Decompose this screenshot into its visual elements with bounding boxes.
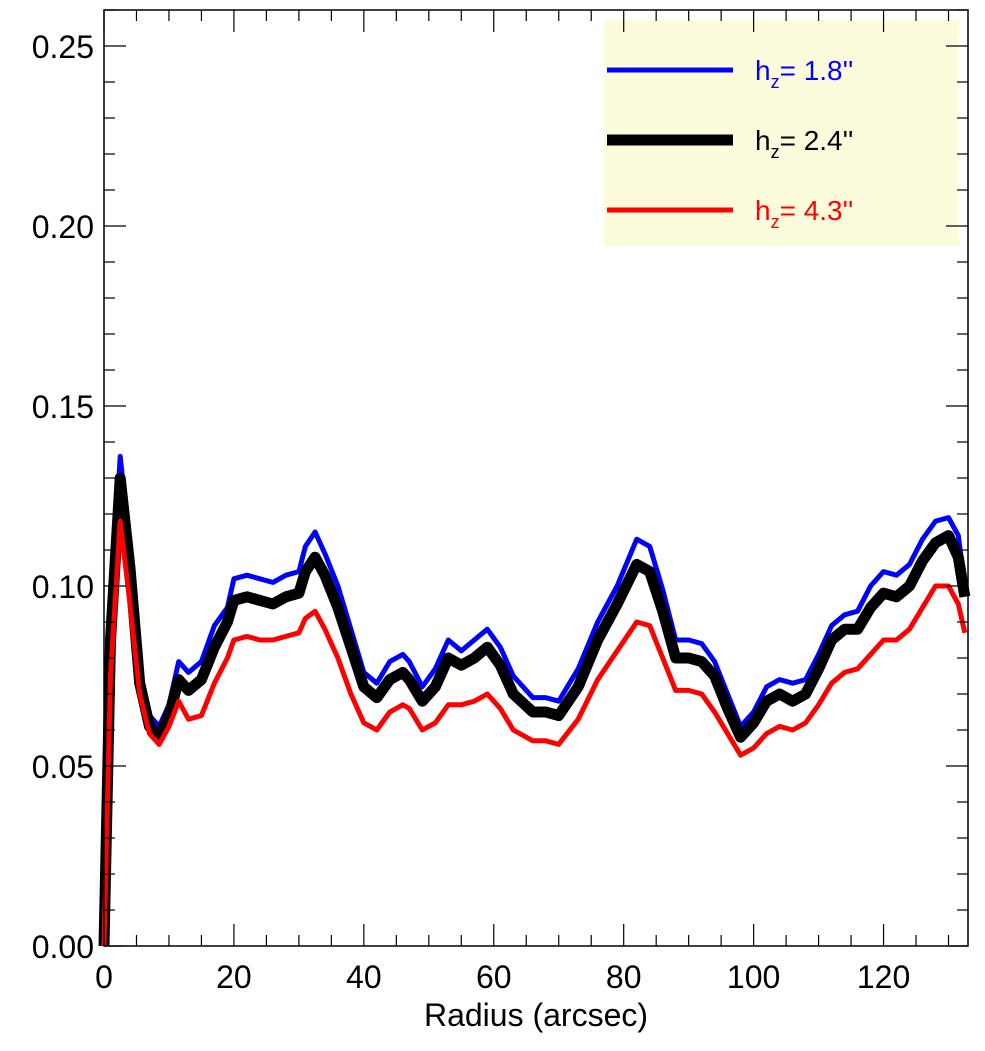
y-tick-label: 0.10	[32, 569, 94, 605]
x-tick-label: 0	[95, 959, 113, 995]
x-tick-label: 20	[216, 959, 252, 995]
y-tick-label: 0.25	[32, 29, 94, 65]
x-tick-label: 120	[857, 959, 910, 995]
legend: hz= 1.8'' hz= 2.4'' hz= 4.3''	[604, 20, 959, 246]
legend-label-2: hz= 2.4''	[755, 125, 853, 162]
series-line-1	[101, 453, 968, 947]
x-tick-label: 100	[727, 959, 780, 995]
x-tick-label: 60	[476, 959, 512, 995]
series-line-2	[98, 472, 971, 947]
x-tick-label: 40	[346, 959, 382, 995]
y-tick-label: 0.15	[32, 389, 94, 425]
y-tick-label: 0.05	[32, 749, 94, 785]
axes: 0 20 40 60 80 100 120 0.00 0.05 0.10 0.15 0.20 0.25	[32, 9, 969, 995]
y-tick-label: 0.00	[32, 929, 94, 965]
x-tick-label: 80	[606, 959, 642, 995]
legend-label-3: hz= 4.3''	[755, 195, 853, 232]
series-line-3	[101, 518, 968, 947]
x-axis-title: Radius (arcsec)	[424, 997, 648, 1033]
y-tick-label: 0.20	[32, 209, 94, 245]
series-lines	[98, 453, 971, 947]
legend-label-1: hz= 1.8''	[755, 55, 853, 92]
